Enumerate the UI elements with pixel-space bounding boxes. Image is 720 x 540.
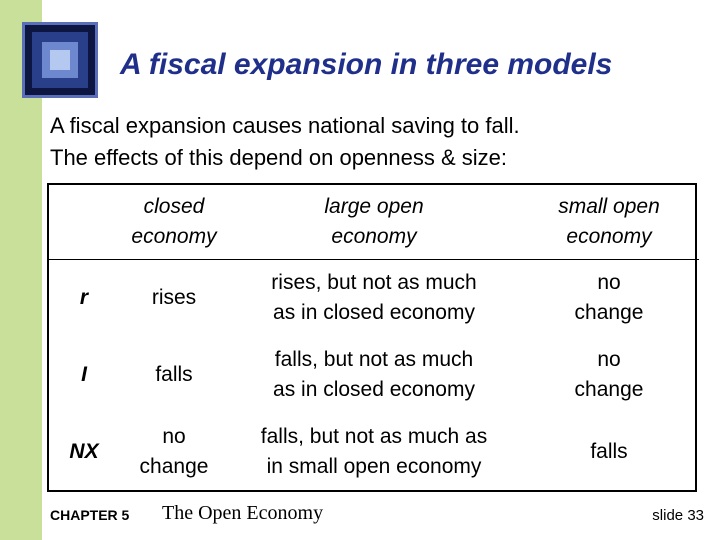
cell-small-open: no change — [519, 336, 699, 413]
cell-line: change — [574, 300, 644, 324]
slide-title: A fiscal expansion in three models — [120, 48, 613, 81]
intro-line-1: A fiscal expansion causes national savin… — [50, 113, 520, 138]
intro-text: A fiscal expansion causes national savin… — [50, 110, 710, 174]
cell-closed: rises — [119, 259, 229, 336]
header-line: economy — [131, 224, 217, 248]
cell-line: rises, but not as much — [271, 270, 477, 294]
row-label-r: r — [79, 285, 89, 309]
table-row: NX no change falls, but not as much as i… — [49, 413, 699, 490]
table-row: r rises rises, but not as much as in clo… — [49, 259, 699, 336]
header-large-open-economy: large open economy — [229, 185, 519, 259]
footer-book-title: The Open Economy — [162, 502, 324, 524]
header-closed-economy: closed economy — [119, 185, 229, 259]
cell-line: no — [597, 270, 621, 294]
cell-large-open: rises, but not as much as in closed econ… — [229, 259, 519, 336]
cell-line: as in closed economy — [273, 377, 475, 401]
header-line: economy — [566, 224, 652, 248]
tunnel-logo-icon — [22, 22, 98, 98]
header-line: small open — [558, 194, 660, 218]
cell-large-open: falls, but not as much as in closed econ… — [229, 336, 519, 413]
cell-line: change — [574, 377, 644, 401]
cell-small-open: no change — [519, 259, 699, 336]
row-label-i: I — [81, 362, 87, 386]
footer-chapter: CHAPTER 5 — [50, 507, 130, 523]
header-small-open-economy: small open economy — [519, 185, 699, 259]
cell-line: in small open economy — [266, 454, 482, 478]
table-header-row: closed economy large open economy small … — [49, 185, 699, 259]
header-line: economy — [331, 224, 417, 248]
cell-line: falls — [590, 439, 628, 463]
cell-line: no — [597, 347, 621, 371]
cell-line: no — [162, 424, 186, 448]
cell-large-open: falls, but not as much as in small open … — [229, 413, 519, 490]
cell-line: falls, but not as much — [274, 347, 474, 371]
cell-closed: no change — [119, 413, 229, 490]
cell-line: falls, but not as much as — [260, 424, 488, 448]
intro-line-2: The effects of this depend on openness &… — [50, 145, 508, 170]
cell-line: rises — [151, 285, 197, 309]
header-line: closed — [143, 194, 205, 218]
cell-closed: falls — [119, 336, 229, 413]
row-label-nx: NX — [69, 439, 99, 463]
table-row: I falls falls, but not as much as in clo… — [49, 336, 699, 413]
cell-line: falls — [155, 362, 193, 386]
cell-line: as in closed economy — [273, 300, 475, 324]
footer-slide-number: slide 33 — [652, 507, 704, 524]
cell-line: change — [139, 454, 209, 478]
comparison-table: closed economy large open economy small … — [47, 183, 699, 492]
header-empty-cell — [49, 185, 119, 259]
cell-small-open: falls — [519, 413, 699, 490]
header-line: large open — [324, 194, 424, 218]
